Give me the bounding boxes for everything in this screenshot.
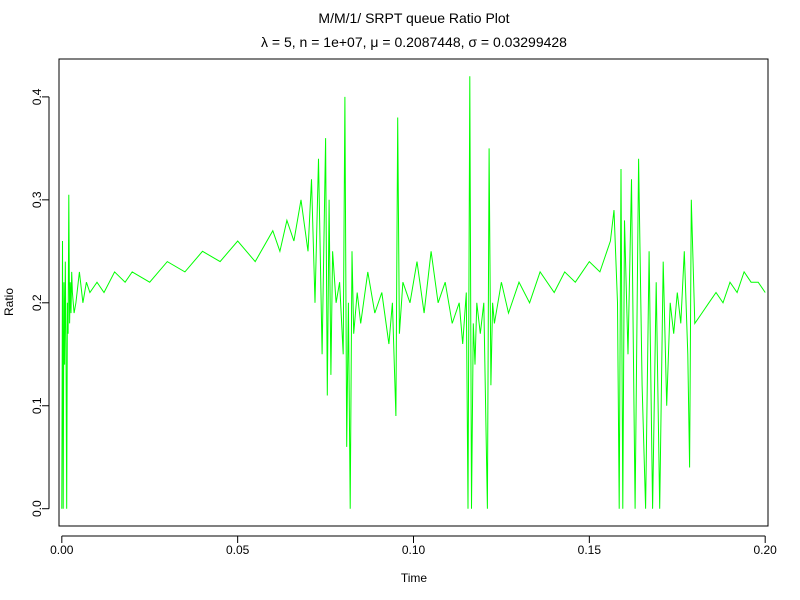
subtitle-mu-symbol: μ [370, 34, 378, 50]
series-line-0 [61, 76, 766, 509]
y-tick-label: 0.0 [30, 500, 44, 517]
subtitle-mu-eq: = 0.2087448, [378, 34, 468, 50]
plot-area: 0.00 0.05 0.10 0.15 0.20 0.0 0.1 0.2 0.3 0.4 [30, 58, 778, 557]
x-tick-label: 0.10 [402, 543, 426, 557]
y-axis-label: Ratio [2, 288, 16, 316]
x-axis-label: Time [401, 571, 428, 585]
y-tick-label: 0.4 [30, 88, 44, 105]
plot-frame [58, 58, 769, 527]
subtitle-lambda-eq: = 5, n = 1e+07, [268, 34, 370, 50]
subtitle-lambda-symbol: λ [261, 34, 268, 50]
y-tick-label: 0.3 [30, 191, 44, 208]
chart-title: M/M/1/ SRPT queue Ratio Plot [318, 10, 509, 26]
y-tick-label: 0.2 [30, 294, 44, 311]
subtitle-sigma-eq: = 0.03299428 [477, 34, 567, 50]
y-tick-label: 0.1 [30, 397, 44, 414]
x-tick-label: 0.20 [754, 543, 778, 557]
x-tick-label: 0.05 [226, 543, 250, 557]
x-tick-label: 0.15 [578, 543, 602, 557]
subtitle-sigma-symbol: σ [468, 34, 477, 50]
chart-subtitle: λ = 5, n = 1e+07, μ = 0.2087448, σ = 0.0… [261, 34, 567, 50]
x-tick-label: 0.00 [50, 543, 74, 557]
